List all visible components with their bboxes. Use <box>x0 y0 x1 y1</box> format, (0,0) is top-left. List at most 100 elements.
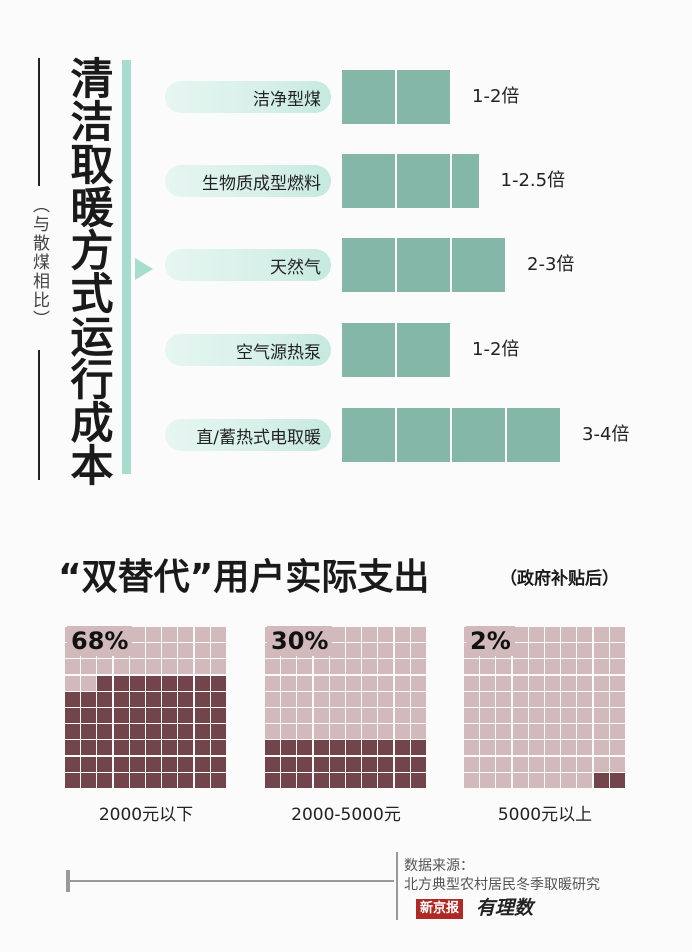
waffle-cell <box>464 756 479 772</box>
waffle-cell <box>129 691 145 707</box>
waffle-cell <box>162 772 178 788</box>
waffle-cell <box>394 627 410 642</box>
waffle-cell <box>593 627 609 642</box>
waffle-cell <box>378 675 394 691</box>
waffle-cell <box>561 772 577 788</box>
waffle-cell <box>329 675 345 691</box>
waffle-cell <box>113 756 129 772</box>
waffle-cell <box>410 691 426 707</box>
waffle-cell <box>129 627 145 642</box>
waffle-cell <box>346 627 361 642</box>
waffle-cell <box>281 756 297 772</box>
waffle-cell <box>210 675 226 691</box>
waffle-cell <box>609 772 625 788</box>
chart-title: 清洁取暖方式运行成本 <box>63 56 113 486</box>
waffle-cell <box>593 708 609 723</box>
waffle-cell <box>378 643 394 659</box>
waffle-cell <box>297 740 313 756</box>
waffle-cell <box>265 659 280 675</box>
waffle-cell <box>362 659 378 675</box>
waffle-cell <box>178 659 194 675</box>
waffle-cell <box>265 675 280 691</box>
waffle-cell <box>378 772 394 788</box>
waffle-cell <box>378 659 394 675</box>
waffle-cell <box>362 740 378 756</box>
waffle-cell <box>194 724 210 740</box>
waffle-cell <box>81 691 97 707</box>
value-label: 2-3倍 <box>527 254 575 275</box>
waffle-cell <box>81 740 97 756</box>
waffle-cell <box>528 724 544 740</box>
waffle-cell <box>394 740 410 756</box>
waffle-cell <box>577 756 593 772</box>
waffle-cell <box>162 691 178 707</box>
teal-divider <box>122 60 131 474</box>
waffle-cell <box>210 772 226 788</box>
percent-label: 30% <box>267 626 333 656</box>
waffle-cell <box>65 675 80 691</box>
waffle-cell <box>97 708 113 723</box>
waffle-cell <box>210 691 226 707</box>
waffle-cell <box>194 643 210 659</box>
bar-segment <box>452 408 505 462</box>
waffle-cell <box>146 675 161 691</box>
waffle-cell <box>528 772 544 788</box>
waffle-cell <box>496 675 512 691</box>
waffle-cell <box>210 643 226 659</box>
category-label: 空气源热泵 <box>165 334 331 366</box>
waffle-cell <box>265 740 280 756</box>
waffle-cell <box>410 740 426 756</box>
waffle-cell <box>81 772 97 788</box>
waffle-cell <box>512 643 528 659</box>
waffle-cell <box>313 691 329 707</box>
waffle-cell <box>178 772 194 788</box>
waffle-cell <box>113 659 129 675</box>
category-label: 洁净型煤 <box>165 81 331 113</box>
bar-segment <box>452 238 505 292</box>
waffle-cell <box>545 724 560 740</box>
waffle-cell <box>362 691 378 707</box>
waffle-cell <box>178 708 194 723</box>
waffle-cell <box>577 691 593 707</box>
waffle-cell <box>346 724 361 740</box>
waffle-cell <box>394 724 410 740</box>
percent-label: 2% <box>466 626 515 656</box>
value-label: 3-4倍 <box>582 424 630 445</box>
waffle-cell <box>561 659 577 675</box>
waffle-cell <box>480 740 496 756</box>
triangle-marker-icon <box>135 258 153 280</box>
waffle-cell <box>81 659 97 675</box>
waffle-cell <box>512 627 528 642</box>
waffle-cell <box>97 675 113 691</box>
waffle-cell <box>362 772 378 788</box>
waffle-cell <box>496 691 512 707</box>
cost-bar <box>342 154 479 208</box>
waffle-cell <box>329 708 345 723</box>
waffle-cell <box>593 740 609 756</box>
waffle-cell <box>129 659 145 675</box>
waffle-cell <box>577 708 593 723</box>
waffle-cell <box>178 627 194 642</box>
percent-label: 68% <box>67 626 133 656</box>
waffle-cell <box>65 740 80 756</box>
waffle-cell <box>593 772 609 788</box>
waffle-cell <box>577 659 593 675</box>
waffle-cell <box>561 724 577 740</box>
waffle-cell <box>281 708 297 723</box>
waffle-cell <box>97 691 113 707</box>
brand-logo: 有理数 <box>476 897 534 919</box>
waffle-cell <box>129 756 145 772</box>
waffle-cell <box>545 756 560 772</box>
waffle-cell <box>297 772 313 788</box>
cost-bar <box>342 408 560 462</box>
waffle-cell <box>394 675 410 691</box>
waffle-cell <box>561 740 577 756</box>
waffle-cell <box>162 643 178 659</box>
waffle-cell <box>281 740 297 756</box>
category-label: 生物质成型燃料 <box>165 165 331 197</box>
waffle-cell <box>496 756 512 772</box>
category-label: 天然气 <box>165 249 331 281</box>
waffle-cell <box>194 675 210 691</box>
waffle-cell <box>593 643 609 659</box>
waffle-cell <box>362 756 378 772</box>
